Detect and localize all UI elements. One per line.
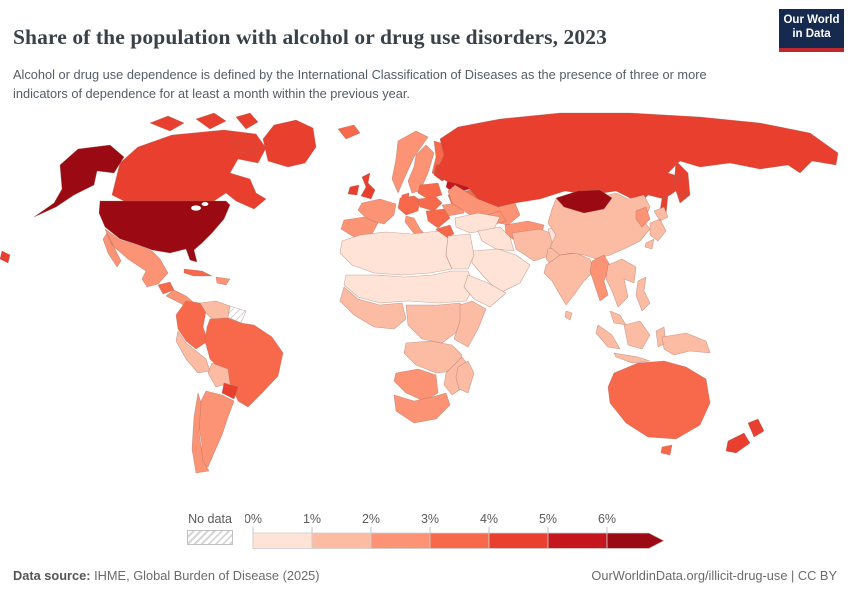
country-argentina[interactable]: [197, 390, 235, 468]
country-balkans[interactable]: [425, 208, 451, 229]
legend-tick-1: 1%: [303, 512, 321, 526]
country-new-zealand[interactable]: [725, 418, 765, 454]
country-bolivia[interactable]: [207, 362, 231, 388]
data-source-label: Data source:: [13, 568, 91, 583]
data-source: Data source: IHME, Global Burden of Dise…: [13, 568, 320, 583]
country-namibia-botswana[interactable]: [393, 368, 439, 402]
country-horn[interactable]: [463, 274, 507, 308]
legend-bin-1[interactable]: [311, 532, 372, 549]
country-indonesia-borneo[interactable]: [623, 320, 651, 350]
country-germany[interactable]: [397, 195, 421, 216]
country-north-africa[interactable]: [339, 230, 453, 276]
country-iraq-syria[interactable]: [477, 226, 515, 252]
country-india[interactable]: [543, 252, 595, 306]
country-uk[interactable]: [360, 172, 376, 200]
footer-separator: |: [787, 568, 798, 583]
legend-bin-2[interactable]: [370, 532, 431, 549]
no-data-label: No data: [188, 512, 232, 526]
owid-logo[interactable]: Our World in Data: [779, 9, 844, 52]
country-new-guinea[interactable]: [661, 332, 711, 356]
country-mongolia[interactable]: [555, 189, 613, 214]
footer-right: OurWorldinData.org/illicit-drug-use | CC…: [591, 568, 837, 583]
country-chile[interactable]: [191, 392, 210, 474]
map-legend: No data 0% 1% 2% 3% 4% 5% 6%: [0, 512, 850, 554]
legend-color-bar: 0% 1% 2% 3% 4% 5% 6%: [245, 512, 665, 549]
world-choropleth-map: [0, 103, 850, 508]
legend-bin-0[interactable]: [252, 532, 313, 549]
country-greenland[interactable]: [262, 119, 317, 168]
country-saudi[interactable]: [471, 248, 531, 294]
country-central-europe[interactable]: [417, 196, 443, 212]
country-france[interactable]: [357, 198, 397, 225]
legend-tick-3: 3%: [421, 512, 439, 526]
country-madagascar[interactable]: [455, 360, 475, 394]
country-usa[interactable]: [98, 200, 231, 263]
country-south-africa[interactable]: [393, 392, 451, 424]
country-japan[interactable]: [644, 206, 669, 250]
country-poland[interactable]: [417, 182, 443, 200]
legend-tick-5: 5%: [539, 512, 557, 526]
country-canada[interactable]: [111, 112, 267, 210]
country-indochina[interactable]: [605, 258, 637, 308]
country-paraguay[interactable]: [221, 382, 239, 400]
country-malaysia[interactable]: [609, 310, 627, 326]
country-sri-lanka[interactable]: [564, 310, 573, 321]
legend-bin-4[interactable]: [488, 532, 549, 549]
no-data-swatch[interactable]: [187, 530, 233, 545]
country-indonesia-java[interactable]: [613, 352, 651, 364]
country-myanmar[interactable]: [589, 254, 611, 302]
legend-bin-5[interactable]: [547, 532, 608, 549]
cc-by-link[interactable]: CC BY: [797, 568, 837, 583]
country-philippines[interactable]: [635, 276, 651, 312]
legend-tick-2: 2%: [362, 512, 380, 526]
country-cuba[interactable]: [183, 268, 213, 277]
country-west-africa[interactable]: [339, 286, 407, 330]
page-subtitle: Alcohol or drug use dependence is define…: [13, 66, 707, 101]
owid-url-link[interactable]: OurWorldinData.org/illicit-drug-use: [591, 568, 788, 583]
country-chukotka[interactable]: [0, 250, 11, 264]
country-alaska[interactable]: [33, 144, 125, 218]
page-title: Share of the population with alcohol or …: [13, 25, 607, 50]
country-brazil[interactable]: [204, 317, 284, 408]
data-source-value: IHME, Global Burden of Disease (2025): [90, 568, 320, 583]
legend-tick-4: 4%: [480, 512, 498, 526]
country-egypt[interactable]: [445, 233, 475, 270]
country-australia[interactable]: [607, 360, 711, 456]
legend-no-data: No data: [187, 512, 233, 545]
country-east-africa[interactable]: [453, 300, 487, 348]
owid-logo-line2: in Data: [792, 28, 831, 40]
legend-bin-3[interactable]: [429, 532, 490, 549]
country-mexico[interactable]: [102, 228, 169, 288]
country-ireland[interactable]: [347, 184, 360, 196]
great-lakes: [191, 205, 201, 211]
country-korea[interactable]: [635, 206, 651, 228]
great-lakes: [201, 202, 209, 206]
legend-tick-0: 0%: [245, 512, 262, 526]
footer: Data source: IHME, Global Burden of Dise…: [13, 568, 837, 583]
country-colombia[interactable]: [175, 300, 209, 350]
country-hispaniola[interactable]: [215, 276, 231, 286]
country-iceland[interactable]: [337, 124, 361, 140]
country-indonesia-sumatra[interactable]: [595, 324, 621, 350]
country-norway[interactable]: [391, 130, 429, 194]
legend-tick-6: 6%: [598, 512, 616, 526]
owid-logo-line1: Our World: [783, 14, 840, 26]
country-sahel[interactable]: [343, 270, 475, 304]
legend-bin-6[interactable]: [606, 532, 665, 549]
